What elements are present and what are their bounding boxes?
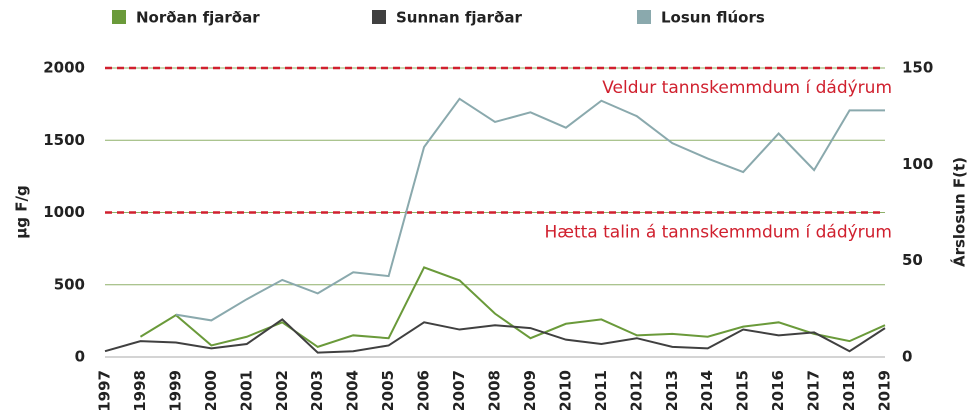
x-tick-label: 2019 (876, 370, 894, 410)
x-tick-label: 2014 (698, 370, 716, 410)
x-tick-label: 2017 (805, 370, 823, 410)
x-tick-label: 2016 (769, 370, 787, 410)
x-tick-label: 2002 (273, 370, 291, 410)
x-tick-label: 2004 (344, 370, 362, 410)
threshold-label: Veldur tannskemmdum í dádýrum (602, 78, 892, 98)
legend-swatch (637, 10, 651, 24)
y2-tick-label: 100 (902, 155, 933, 173)
legend-label: Sunnan fjarðar (396, 9, 522, 27)
y-tick-label: 500 (54, 275, 85, 293)
x-tick-label: 1998 (131, 370, 149, 410)
x-tick-label: 2018 (840, 370, 858, 410)
y-axis-label: µg F/g (13, 185, 31, 238)
x-tick-label: 2003 (308, 370, 326, 410)
x-tick-label: 2007 (450, 370, 468, 410)
y-tick-label: 1500 (43, 131, 85, 149)
x-tick-label: 2011 (592, 370, 610, 410)
x-tick-label: 2009 (521, 370, 539, 410)
y2-tick-label: 150 (902, 59, 933, 77)
legend-label: Losun flúors (661, 9, 765, 27)
x-tick-label: 2001 (237, 370, 255, 410)
x-tick-label: 2010 (556, 370, 574, 410)
x-tick-label: 2000 (202, 370, 220, 410)
legend-swatch (112, 10, 126, 24)
x-tick-label: 1997 (96, 370, 114, 410)
legend-label: Norðan fjarðar (136, 9, 260, 27)
threshold-label: Hætta talin á tannskemmdum í dádýrum (544, 223, 892, 243)
y-tick-label: 1000 (43, 203, 85, 221)
x-tick-label: 2005 (379, 370, 397, 410)
legend-swatch (372, 10, 386, 24)
x-tick-label: 2015 (734, 370, 752, 410)
y2-tick-label: 0 (902, 348, 912, 366)
x-tick-label: 2013 (663, 370, 681, 410)
y2-axis-label: Árslosun F(t) (950, 157, 969, 267)
x-tick-label: 1999 (166, 370, 184, 410)
y-tick-label: 0 (75, 348, 85, 366)
series-line (104, 318, 886, 354)
y2-tick-label: 50 (902, 251, 923, 269)
x-tick-label: 2012 (627, 370, 645, 410)
y-tick-label: 2000 (43, 59, 85, 77)
x-tick-label: 2006 (415, 370, 433, 410)
series-line (175, 97, 885, 322)
x-tick-label: 2008 (486, 370, 504, 410)
